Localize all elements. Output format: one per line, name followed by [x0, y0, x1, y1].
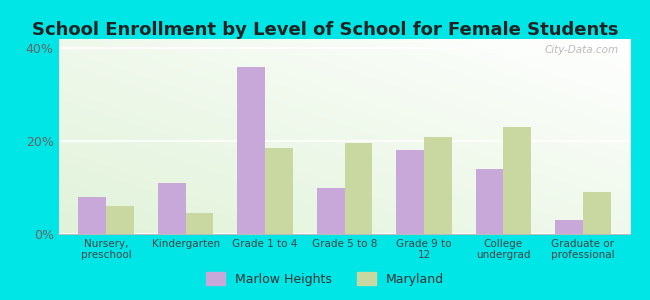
- Legend: Marlow Heights, Maryland: Marlow Heights, Maryland: [202, 267, 448, 291]
- Bar: [555, 220, 583, 234]
- Bar: [79, 197, 106, 234]
- Bar: [476, 169, 503, 234]
- Bar: [158, 183, 186, 234]
- Text: School Enrollment by Level of School for Female Students: School Enrollment by Level of School for…: [32, 21, 618, 39]
- Text: City-Data.com: City-Data.com: [545, 45, 619, 55]
- Bar: [317, 188, 345, 234]
- Bar: [265, 148, 293, 234]
- Bar: [237, 67, 265, 234]
- Bar: [396, 150, 424, 234]
- Bar: [106, 206, 134, 234]
- Bar: [344, 143, 372, 234]
- Bar: [186, 213, 213, 234]
- Bar: [424, 136, 452, 234]
- Bar: [583, 192, 610, 234]
- Bar: [503, 127, 531, 234]
